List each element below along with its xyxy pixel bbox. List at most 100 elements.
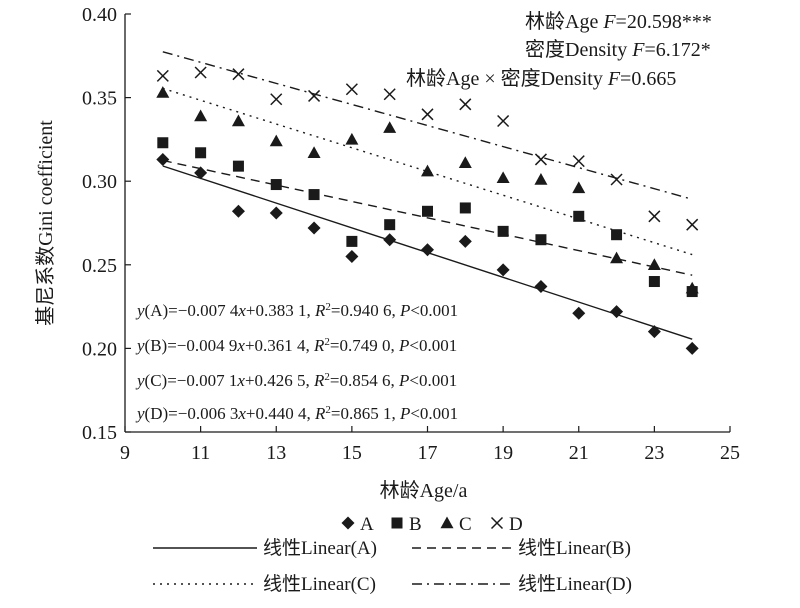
point-a bbox=[496, 263, 510, 277]
stat-annotation: 林龄Age × 密度Density F=0.665 bbox=[406, 67, 676, 90]
point-a bbox=[269, 206, 283, 220]
x-tick-label: 23 bbox=[644, 442, 664, 464]
x-tick-label: 9 bbox=[120, 442, 130, 464]
legend-trend-label-a: 线性Linear(A) bbox=[263, 537, 377, 559]
y-tick-label: 0.40 bbox=[82, 4, 117, 26]
point-c bbox=[496, 171, 510, 184]
legend-marker-c bbox=[440, 516, 454, 529]
x-tick-label: 11 bbox=[191, 442, 210, 464]
point-c bbox=[610, 251, 624, 264]
legend-trend-label-c: 线性Linear(C) bbox=[263, 573, 376, 595]
y-tick-label: 0.30 bbox=[82, 171, 117, 193]
point-d bbox=[156, 69, 169, 82]
x-tick-label: 19 bbox=[493, 442, 513, 464]
point-d bbox=[421, 108, 434, 121]
point-d bbox=[534, 153, 547, 166]
data-points bbox=[156, 66, 699, 355]
point-b bbox=[232, 160, 244, 172]
point-b bbox=[195, 147, 207, 159]
stat-annotation: 密度Density F=6.172* bbox=[525, 38, 711, 61]
point-b bbox=[611, 229, 623, 241]
point-b bbox=[384, 219, 396, 231]
legend-trend-label-b: 线性Linear(B) bbox=[518, 537, 631, 559]
point-d bbox=[270, 93, 283, 106]
legend: A B C D 线性Linear(A) 线性Linear(B) 线性Linear(C) 线性L… bbox=[153, 514, 632, 595]
point-d bbox=[686, 218, 699, 231]
point-b bbox=[308, 189, 320, 201]
point-d bbox=[610, 173, 623, 186]
point-c bbox=[231, 114, 245, 127]
x-tick-label: 15 bbox=[342, 442, 362, 464]
point-a bbox=[610, 305, 624, 319]
legend-marker-d bbox=[490, 516, 504, 530]
point-d bbox=[383, 88, 396, 101]
point-a bbox=[534, 280, 548, 294]
y-axis-title: 基尼系数Gini coefficient bbox=[34, 120, 57, 326]
point-d bbox=[648, 210, 661, 223]
axes: 0.15 0.20 0.25 0.30 0.35 0.40 9 11 13 15 17 19 21 23 2… bbox=[34, 4, 740, 502]
point-c bbox=[269, 134, 283, 147]
legend-marker-b bbox=[391, 517, 403, 529]
regression-equation-d: y(D)=−0.006 3x+0.440 4, R2=0.865 1, P<0.… bbox=[135, 404, 458, 423]
legend-marker-a bbox=[341, 516, 355, 530]
point-d bbox=[308, 89, 321, 102]
point-c bbox=[194, 109, 208, 122]
point-a bbox=[685, 341, 699, 355]
point-c bbox=[458, 156, 472, 169]
legend-label-a: A bbox=[360, 514, 374, 535]
y-tick-label: 0.20 bbox=[82, 338, 117, 360]
point-d bbox=[345, 83, 358, 96]
point-c bbox=[345, 132, 359, 145]
point-a bbox=[307, 221, 321, 235]
regression-equation-c: y(C)=−0.007 1x+0.426 5, R2=0.854 6, P<0.… bbox=[135, 371, 457, 390]
y-tick-label: 0.35 bbox=[82, 88, 117, 110]
point-d bbox=[572, 155, 585, 168]
point-a bbox=[572, 306, 586, 320]
regression-equation-b: y(B)=−0.004 9x+0.361 4, R2=0.749 0, P<0.… bbox=[135, 336, 457, 355]
point-a bbox=[458, 234, 472, 248]
point-a bbox=[647, 325, 661, 339]
point-b bbox=[535, 234, 547, 246]
point-a bbox=[345, 249, 359, 263]
point-c bbox=[307, 146, 321, 158]
x-tick-label: 21 bbox=[569, 442, 589, 464]
legend-label-c: C bbox=[459, 514, 472, 535]
point-b bbox=[459, 202, 471, 214]
point-a bbox=[383, 233, 397, 247]
y-tick-label: 0.15 bbox=[82, 422, 117, 444]
x-axis-title: 林龄Age/a bbox=[380, 479, 468, 502]
point-b bbox=[346, 235, 358, 247]
y-tick-label: 0.25 bbox=[82, 255, 117, 277]
regression-equation-a: y(A)=−0.007 4x+0.383 1, R2=0.940 6, P<0.… bbox=[135, 301, 458, 320]
point-b bbox=[157, 137, 169, 149]
point-a bbox=[231, 204, 245, 218]
point-b bbox=[422, 205, 433, 217]
point-a bbox=[156, 152, 170, 166]
point-c bbox=[534, 173, 548, 185]
point-c bbox=[647, 258, 661, 270]
trendlines bbox=[162, 51, 693, 340]
point-c bbox=[383, 121, 397, 133]
x-tick-label: 25 bbox=[720, 442, 740, 464]
point-b bbox=[270, 179, 282, 191]
point-d bbox=[232, 68, 245, 81]
point-c bbox=[572, 181, 586, 194]
point-a bbox=[194, 166, 208, 180]
point-b bbox=[573, 210, 585, 222]
annotations: 林龄Age F=20.598*** 密度Density F=6.172* 林龄Age… bbox=[135, 10, 712, 423]
x-tick-label: 13 bbox=[266, 442, 286, 464]
point-d bbox=[497, 114, 510, 128]
point-b bbox=[648, 276, 660, 288]
legend-trend-label-d: 线性Linear(D) bbox=[518, 573, 632, 595]
trendline-d bbox=[162, 51, 693, 200]
point-b bbox=[497, 225, 509, 237]
point-c bbox=[421, 164, 434, 177]
point-d bbox=[194, 66, 207, 79]
point-c bbox=[685, 281, 699, 294]
x-tick-label: 17 bbox=[418, 442, 438, 464]
point-a bbox=[421, 243, 434, 257]
legend-label-d: D bbox=[509, 514, 523, 535]
stat-annotation: 林龄Age F=20.598*** bbox=[525, 10, 712, 33]
trendline-b bbox=[162, 159, 693, 276]
